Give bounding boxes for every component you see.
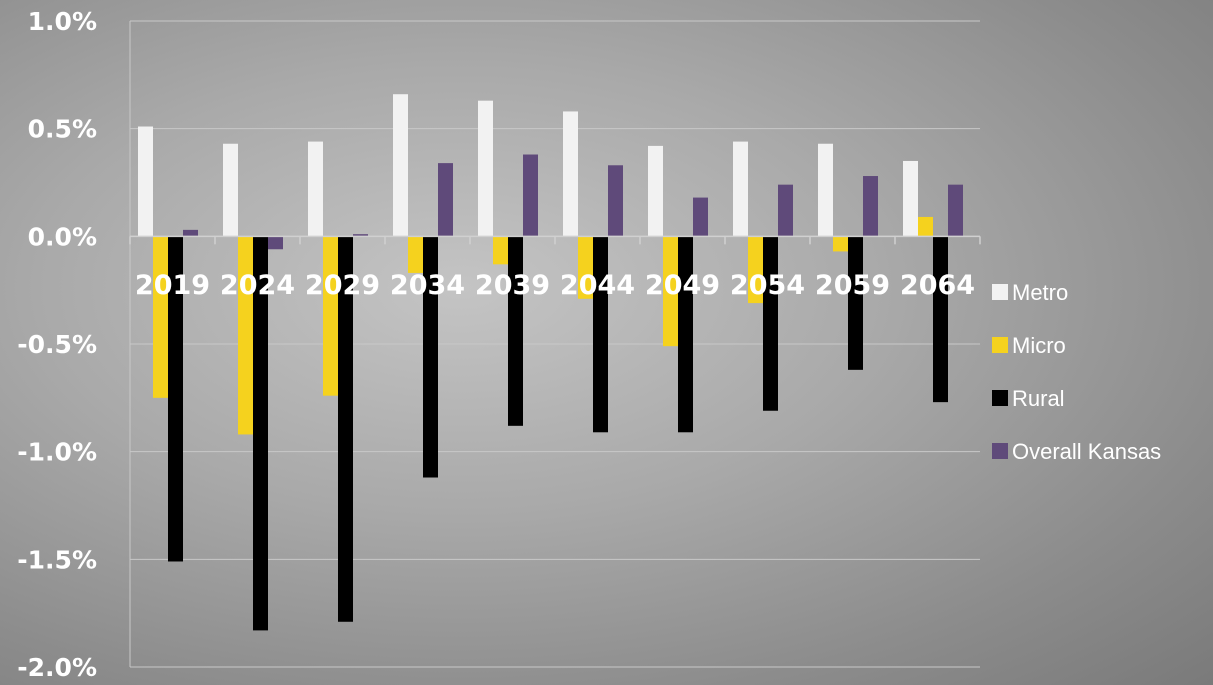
legend-label-rural: Rural — [1012, 386, 1065, 411]
bar-rural-2049 — [678, 236, 693, 433]
bar-rural-2059 — [848, 236, 863, 370]
legend-label-overall-kansas: Overall Kansas — [1012, 439, 1161, 464]
legend-label-metro: Metro — [1012, 280, 1068, 305]
bar-micro-2054 — [748, 236, 763, 304]
legend: Metro Micro Rural Overall Kansas — [992, 280, 1161, 464]
bar-micro-2064 — [918, 216, 933, 237]
bar-rural-2064 — [933, 236, 948, 403]
y-axis-tick-labels: 1.0% 0.5% 0.0% -0.5% -1.0% -1.5% -2.0% — [17, 7, 97, 682]
x-category-label: 2024 — [220, 270, 295, 301]
bar-metro-2044 — [563, 111, 578, 237]
x-category-label: 2034 — [390, 270, 465, 301]
bar-overall-kansas-2044 — [608, 165, 623, 237]
bar-rural-2054 — [763, 236, 778, 411]
y-tick-label: -0.5% — [17, 330, 97, 359]
bar-overall-kansas-2034 — [438, 163, 453, 237]
bar-micro-2044 — [578, 236, 593, 299]
bar-rural-2039 — [508, 236, 523, 426]
bar-micro-2034 — [408, 236, 423, 273]
y-tick-label: -1.5% — [17, 545, 97, 574]
bar-overall-kansas-2019 — [183, 229, 198, 237]
bar-overall-kansas-2064 — [948, 184, 963, 237]
y-tick-label: 0.5% — [28, 115, 97, 144]
bar-overall-kansas-2024 — [268, 236, 283, 250]
bar-micro-2039 — [493, 236, 508, 265]
bar-overall-kansas-2029 — [353, 234, 368, 237]
x-category-label: 2019 — [135, 270, 210, 301]
bar-metro-2049 — [648, 145, 663, 237]
bar-rural-2019 — [168, 236, 183, 562]
bar-metro-2034 — [393, 94, 408, 237]
bar-micro-2019 — [153, 236, 168, 398]
bar-micro-2059 — [833, 236, 848, 252]
y-tick-label: 0.0% — [28, 222, 97, 251]
x-category-label: 2044 — [560, 270, 635, 301]
y-tick-label: -2.0% — [17, 653, 97, 682]
bar-rural-2034 — [423, 236, 438, 478]
x-axis-category-labels: 2019 2024 2029 2034 2039 2044 2049 2054 2059 2064 — [135, 270, 975, 301]
x-category-label: 2054 — [730, 270, 805, 301]
bar-rural-2029 — [338, 236, 353, 622]
bar-metro-2064 — [903, 160, 918, 237]
bar-overall-kansas-2049 — [693, 197, 708, 237]
legend-swatch-micro — [992, 337, 1008, 353]
x-axis — [129, 235, 981, 245]
x-category-label: 2039 — [475, 270, 550, 301]
bar-metro-2019 — [138, 126, 153, 237]
y-tick-label: 1.0% — [28, 7, 97, 36]
legend-swatch-rural — [992, 390, 1008, 406]
x-category-label: 2029 — [305, 270, 380, 301]
bar-metro-2059 — [818, 143, 833, 237]
bar-metro-2024 — [223, 143, 238, 237]
bars — [138, 94, 963, 631]
y-tick-label: -1.0% — [17, 438, 97, 467]
bar-overall-kansas-2059 — [863, 176, 878, 237]
bar-overall-kansas-2039 — [523, 154, 538, 237]
legend-swatch-metro — [992, 284, 1008, 300]
x-category-label: 2064 — [900, 270, 975, 301]
x-category-label: 2049 — [645, 270, 720, 301]
bar-metro-2054 — [733, 141, 748, 237]
bar-metro-2029 — [308, 141, 323, 237]
bar-overall-kansas-2054 — [778, 184, 793, 237]
bar-rural-2024 — [253, 236, 268, 631]
x-category-label: 2059 — [815, 270, 890, 301]
bar-micro-2029 — [323, 236, 338, 396]
legend-label-micro: Micro — [1012, 333, 1066, 358]
bar-metro-2039 — [478, 100, 493, 237]
legend-swatch-overall-kansas — [992, 443, 1008, 459]
bar-micro-2024 — [238, 236, 253, 435]
bar-rural-2044 — [593, 236, 608, 433]
bar-micro-2049 — [663, 236, 678, 347]
